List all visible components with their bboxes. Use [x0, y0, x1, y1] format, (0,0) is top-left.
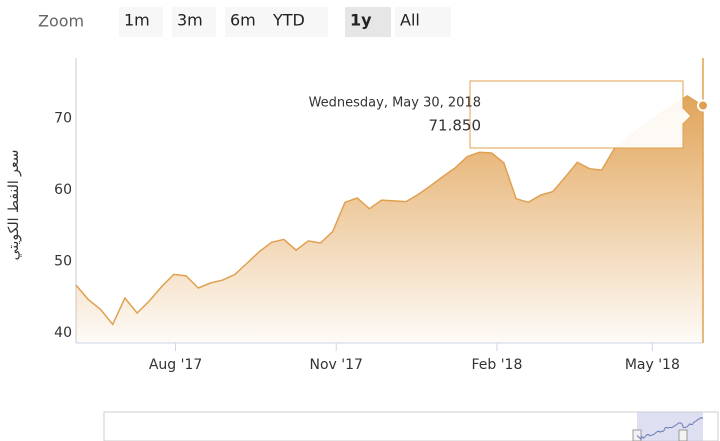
range-button-label[interactable]: YTD: [272, 11, 305, 30]
range-button[interactable]: [345, 7, 391, 37]
range-button[interactable]: [225, 7, 269, 37]
zoom-label: Zoom: [38, 12, 84, 31]
navigator-series: [636, 417, 704, 441]
range-button[interactable]: [172, 7, 216, 37]
hover-marker: [697, 99, 709, 112]
y-tick-label: 70: [54, 111, 72, 127]
range-button-label[interactable]: 3m: [177, 11, 203, 30]
area-line: [75, 95, 704, 326]
range-button[interactable]: [268, 7, 328, 37]
y-tick-label: 60: [54, 182, 72, 198]
range-button[interactable]: [119, 7, 163, 37]
y-axis-title: سعر النفط الكويتي: [6, 150, 22, 261]
x-tick-label: Feb '18: [471, 357, 522, 373]
plot: [75, 58, 709, 344]
range-button-label[interactable]: 1y: [350, 11, 372, 30]
range-button[interactable]: [395, 7, 451, 37]
y-tick-label: 50: [54, 254, 72, 270]
tooltip-value: 71.850: [429, 117, 482, 135]
range-button-label[interactable]: 6m: [230, 11, 256, 30]
x-tick-label: Nov '17: [310, 357, 363, 373]
navigator: [103, 411, 719, 441]
x-tick-label: Aug '17: [149, 357, 202, 373]
range-button-label[interactable]: All: [400, 11, 420, 30]
range-button-label[interactable]: 1m: [124, 11, 150, 30]
x-tick-label: May '18: [625, 357, 680, 373]
range-buttons: 1m 3m 6m YTD 1y All: [119, 7, 451, 37]
tooltip: Wednesday, May 30, 2018 71.850: [309, 80, 692, 149]
area-fill: [76, 95, 703, 344]
navigator-mask[interactable]: [637, 412, 703, 441]
y-tick-label: 40: [54, 325, 72, 341]
navigator-handle[interactable]: [678, 429, 688, 441]
tooltip-box: [469, 80, 692, 149]
tooltip-header: Wednesday, May 30, 2018: [309, 96, 481, 111]
